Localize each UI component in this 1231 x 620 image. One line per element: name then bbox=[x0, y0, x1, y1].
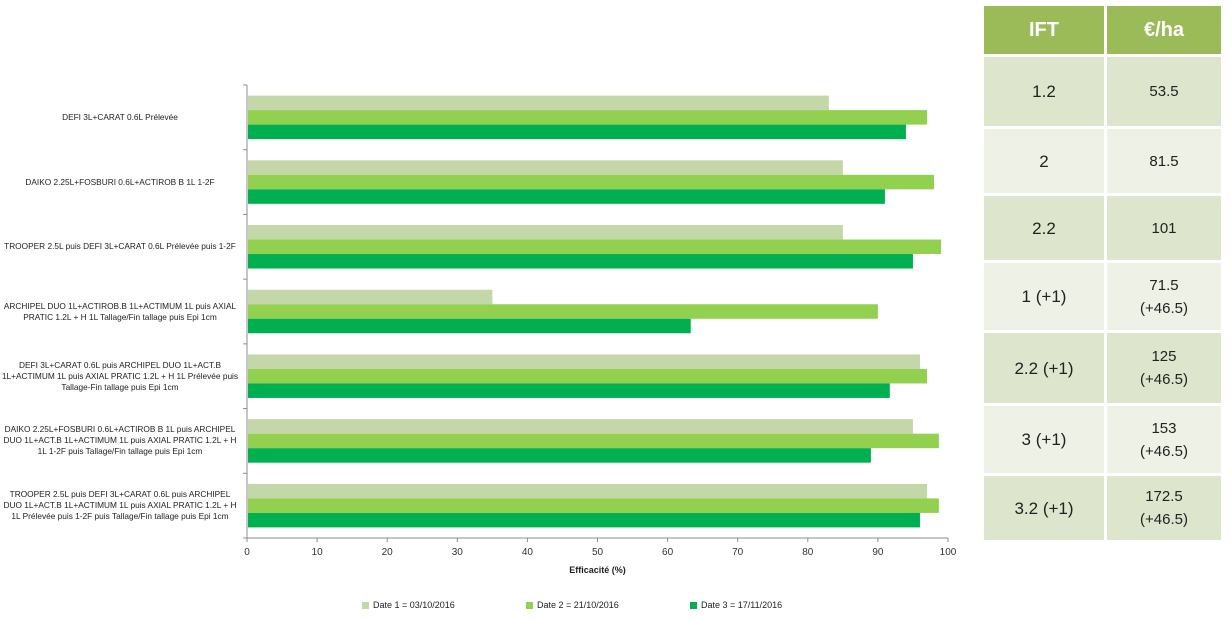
table-row: 3 (+1) 153 (+46.5) bbox=[984, 406, 1221, 473]
table-cell-ift: 3.2 (+1) bbox=[984, 476, 1104, 540]
bar-series1-cat6 bbox=[248, 419, 913, 434]
bar-series2-cat6 bbox=[248, 433, 939, 449]
table-cell-cost: 125 (+46.5) bbox=[1107, 333, 1221, 403]
category-label: ARCHIPEL DUO 1L+ACTIROB.B 1L+ACTIMUM 1L … bbox=[3, 300, 237, 322]
x-tick-label: 30 bbox=[452, 547, 464, 558]
x-tick-label: 20 bbox=[382, 547, 394, 558]
bar-series2-cat5 bbox=[248, 368, 927, 384]
bar-series3-cat1 bbox=[248, 124, 906, 140]
table-cell-ift: 1.2 bbox=[984, 57, 1104, 126]
table-cell-cost: 172.5 (+46.5) bbox=[1107, 476, 1221, 540]
legend-label: Date 2 = 21/10/2016 bbox=[537, 600, 619, 610]
x-tick-label: 100 bbox=[940, 547, 957, 558]
bar-series1-cat3 bbox=[248, 225, 843, 240]
table-cell-ift: 2.2 bbox=[984, 196, 1104, 260]
table-cell-ift: 2 bbox=[984, 129, 1104, 193]
x-tick-label: 80 bbox=[802, 547, 814, 558]
category-label: DEFI 3L+CARAT 0.6L Prélevée bbox=[62, 111, 178, 122]
bar-series3-cat3 bbox=[248, 254, 913, 269]
category-label: TROOPER 2.5L puis DEFI 3L+CARAT 0.6L Pré… bbox=[4, 241, 236, 252]
table-cell-cost: 153 (+46.5) bbox=[1107, 406, 1221, 473]
table-row: 2.2 (+1) 125 (+46.5) bbox=[984, 333, 1221, 403]
x-tick-label: 60 bbox=[662, 547, 674, 558]
legend-swatch bbox=[690, 601, 697, 609]
table-cell-ift: 3 (+1) bbox=[984, 406, 1104, 473]
bar-series2-cat2 bbox=[248, 174, 934, 190]
bar-series1-cat2 bbox=[248, 160, 843, 175]
table-cell-cost: 81.5 bbox=[1107, 129, 1221, 193]
table-row: 3.2 (+1) 172.5 (+46.5) bbox=[984, 476, 1221, 540]
legend-swatch bbox=[362, 601, 369, 609]
chart-area: 0 10 20 30 40 50 60 70 80 90 100 Efficacité (%) DEF… bbox=[1, 84, 957, 610]
efficacy-bar-chart: 0 10 20 30 40 50 60 70 80 90 100 Efficacité (%) bbox=[243, 84, 957, 575]
table-header-ift: IFT bbox=[984, 6, 1104, 54]
table-row: 2 81.5 bbox=[984, 129, 1221, 193]
legend-item: Date 1 = 03/10/2016 bbox=[362, 600, 455, 610]
x-tick-label: 70 bbox=[732, 547, 744, 558]
x-tick-label: 0 bbox=[244, 547, 250, 558]
bar-series2-cat3 bbox=[248, 239, 941, 255]
x-tick-label: 40 bbox=[522, 547, 534, 558]
legend-swatch bbox=[526, 601, 533, 609]
bar-series1-cat5 bbox=[248, 354, 920, 369]
table-header-row: IFT €/ha bbox=[984, 6, 1221, 54]
x-tick-label: 90 bbox=[872, 547, 884, 558]
category-label: TROOPER 2.5L puis DEFI 3L+CARAT 0.6L pui… bbox=[3, 489, 237, 522]
table-row: 1.2 53.5 bbox=[984, 57, 1221, 126]
legend-item: Date 3 = 17/11/2016 bbox=[690, 600, 782, 610]
bar-series3-cat6 bbox=[248, 448, 871, 463]
table-cell-ift: 2.2 (+1) bbox=[984, 333, 1104, 403]
category-label: DAIKO 2.25L+FOSBURI 0.6L+ACTIROB B 1L 1-… bbox=[25, 176, 215, 187]
bar-series3-cat2 bbox=[248, 189, 885, 204]
ift-cost-table: IFT €/ha 1.2 53.5 2 81.5 2.2 101 1 (+1) 71.5 (+… bbox=[984, 6, 1221, 543]
bar-series3-cat5 bbox=[248, 383, 890, 398]
table-cell-cost: 71.5 (+46.5) bbox=[1107, 263, 1221, 330]
table-row: 2.2 101 bbox=[984, 196, 1221, 260]
legend-item: Date 2 = 21/10/2016 bbox=[526, 600, 619, 610]
bar-series1-cat4 bbox=[248, 289, 493, 305]
legend-label: Date 1 = 03/10/2016 bbox=[373, 600, 455, 610]
table-header-cost: €/ha bbox=[1107, 6, 1221, 54]
bar-series2-cat4 bbox=[248, 304, 878, 319]
category-label: DAIKO 2.25L+FOSBURI 0.6L+ACTIROB B 1L pu… bbox=[3, 424, 237, 457]
bar-series2-cat1 bbox=[248, 110, 927, 125]
bar-series3-cat7 bbox=[248, 512, 920, 528]
bar-series2-cat7 bbox=[248, 498, 939, 513]
x-tick-label: 10 bbox=[312, 547, 324, 558]
legend-label: Date 3 = 17/11/2016 bbox=[701, 600, 783, 610]
bar-series1-cat1 bbox=[248, 95, 829, 111]
table-body: 1.2 53.5 2 81.5 2.2 101 1 (+1) 71.5 (+46.5) 2.2 … bbox=[984, 57, 1221, 540]
table-cell-cost: 53.5 bbox=[1107, 57, 1221, 126]
table-cell-ift: 1 (+1) bbox=[984, 263, 1104, 330]
bar-series1-cat7 bbox=[248, 483, 927, 499]
table-cell-cost: 101 bbox=[1107, 196, 1221, 260]
table-row: 1 (+1) 71.5 (+46.5) bbox=[984, 263, 1221, 330]
category-label: DEFI 3L+CARAT 0.6L puis ARCHIPEL DUO 1L+… bbox=[1, 359, 239, 392]
x-tick-label: 50 bbox=[592, 547, 604, 558]
x-axis-title: Efficacité (%) bbox=[569, 565, 626, 575]
bar-series3-cat4 bbox=[248, 318, 691, 334]
